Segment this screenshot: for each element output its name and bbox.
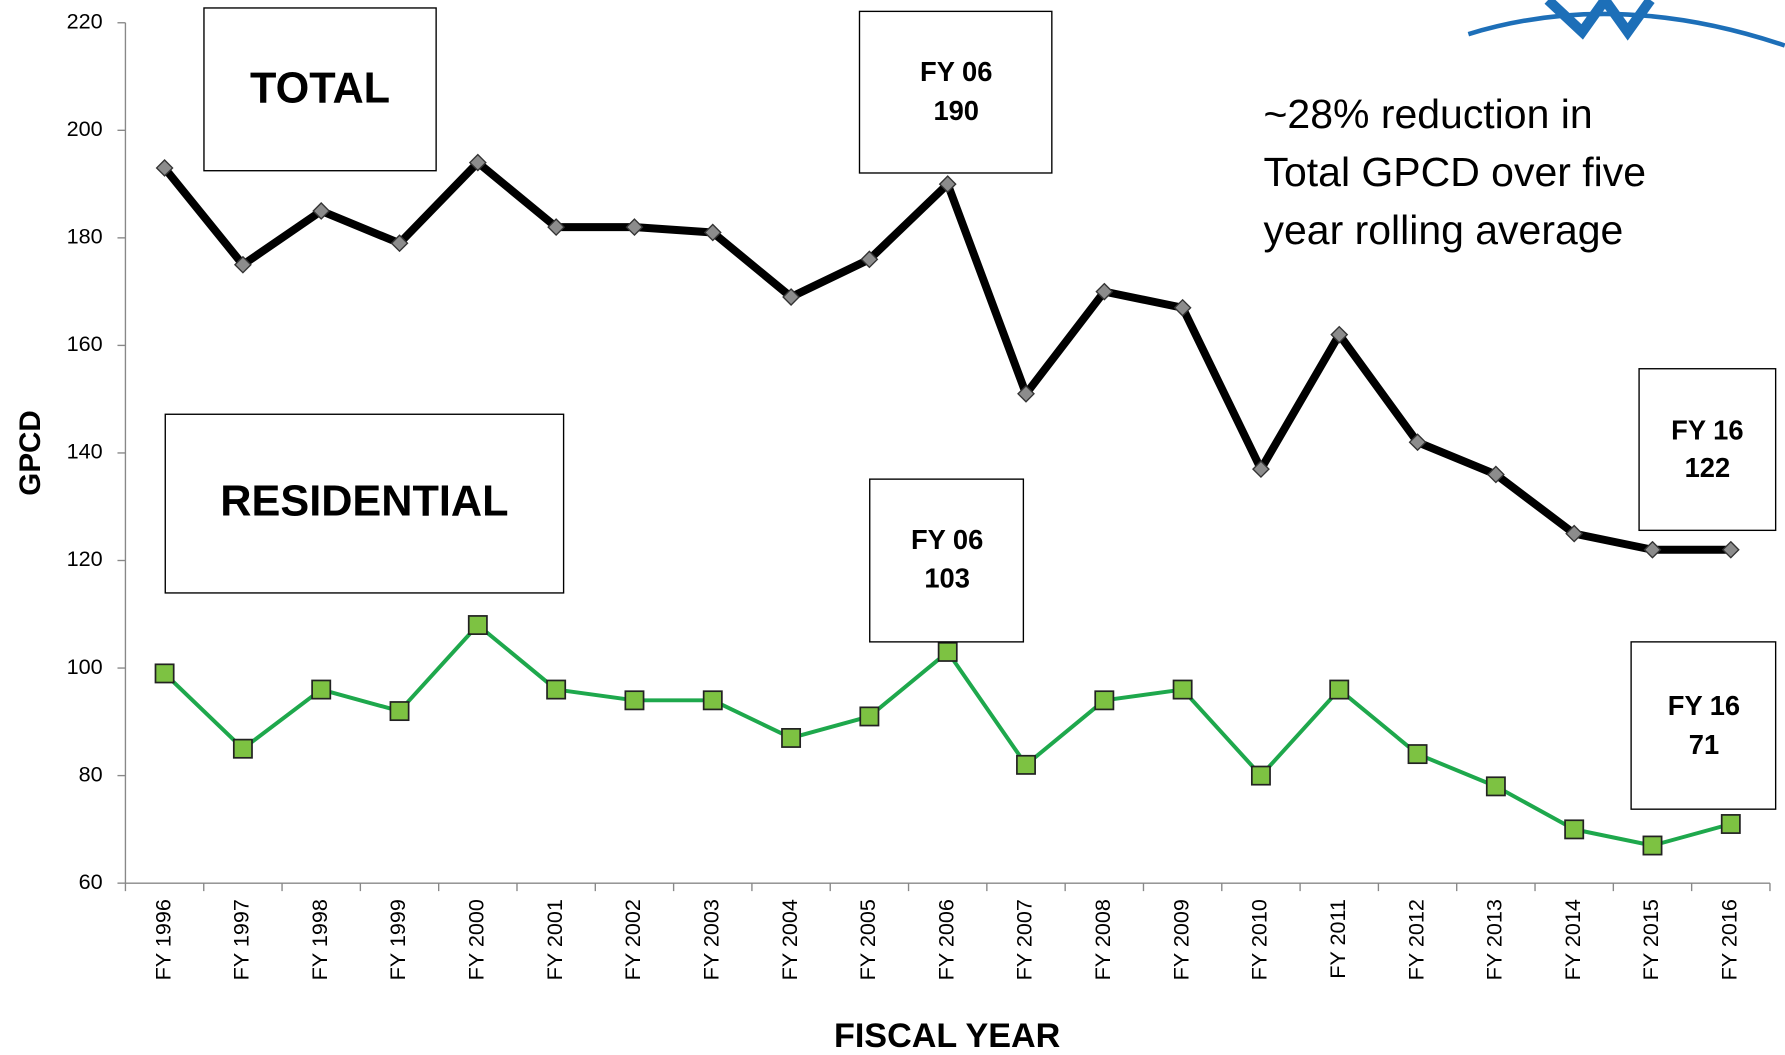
annotation: Total GPCD over five bbox=[1264, 149, 1647, 195]
point-marker bbox=[624, 690, 645, 711]
callout-value: 190 bbox=[933, 95, 979, 126]
callout-box bbox=[1630, 641, 1777, 810]
x-tick-label: FY 2011 bbox=[1325, 899, 1350, 979]
series-label-box bbox=[203, 7, 437, 172]
point-marker bbox=[547, 218, 566, 237]
point-marker bbox=[1565, 524, 1584, 543]
series-label: RESIDENTIAL bbox=[220, 478, 508, 526]
y-tick-label: 60 bbox=[79, 869, 103, 894]
y-tick-label: 180 bbox=[67, 224, 103, 249]
point-marker bbox=[1016, 754, 1036, 775]
point-marker bbox=[937, 641, 958, 662]
callout-value: 71 bbox=[1689, 729, 1719, 760]
x-tick-label: FY 2015 bbox=[1638, 899, 1663, 980]
point-marker bbox=[703, 223, 722, 242]
annotation: ~28% reduction in bbox=[1264, 91, 1593, 137]
point-marker bbox=[232, 738, 253, 759]
point-marker bbox=[1173, 298, 1192, 317]
point-marker bbox=[154, 663, 175, 684]
point-marker bbox=[938, 175, 957, 194]
x-tick-label: FY 1997 bbox=[229, 899, 254, 980]
x-tick-label: FY 2003 bbox=[698, 899, 723, 980]
x-tick-label: FY 1998 bbox=[307, 899, 332, 980]
point-marker bbox=[389, 701, 410, 722]
series-label: TOTAL bbox=[250, 64, 390, 112]
x-axis-title: FISCAL YEAR bbox=[834, 1017, 1060, 1055]
point-marker bbox=[1095, 282, 1114, 301]
y-tick-label: 220 bbox=[67, 8, 103, 33]
point-marker bbox=[1720, 814, 1741, 834]
point-marker bbox=[467, 615, 488, 635]
callout-box bbox=[1638, 368, 1777, 532]
point-marker bbox=[1721, 540, 1740, 559]
x-tick-label: FY 2000 bbox=[464, 899, 489, 980]
x-tick-label: FY 2004 bbox=[777, 899, 802, 980]
x-tick-label: FY 2006 bbox=[933, 899, 958, 980]
point-marker bbox=[1330, 325, 1349, 344]
x-tick-label: FY 2014 bbox=[1560, 899, 1585, 980]
y-tick-label: 200 bbox=[67, 116, 103, 141]
x-tick-label: FY 2010 bbox=[1247, 899, 1272, 980]
point-marker bbox=[155, 159, 174, 177]
point-marker bbox=[782, 288, 801, 306]
x-tick-label: FY 2016 bbox=[1717, 899, 1742, 980]
point-marker bbox=[1485, 776, 1506, 797]
point-marker bbox=[546, 679, 567, 700]
point-marker bbox=[859, 706, 880, 727]
y-axis-title: GPCD bbox=[14, 410, 47, 495]
x-tick-label: FY 2013 bbox=[1482, 899, 1507, 980]
point-marker bbox=[1407, 744, 1428, 765]
callout-box bbox=[869, 478, 1025, 643]
point-marker bbox=[1017, 384, 1035, 403]
point-marker bbox=[1329, 679, 1350, 700]
x-tick-label: FY 1999 bbox=[385, 899, 410, 980]
x-tick-label: FY 2007 bbox=[1012, 899, 1037, 980]
x-tick-label: FY 2008 bbox=[1090, 899, 1115, 980]
callout-box bbox=[858, 10, 1053, 174]
point-marker bbox=[625, 218, 644, 237]
callout-label: FY 16 bbox=[1668, 690, 1740, 721]
plot-area: 60 80 100 120 140 160 180 200 220 FY 1996 FY 1997 F… bbox=[67, 8, 1771, 980]
x-tick-label: FY 2001 bbox=[542, 899, 567, 980]
callout-value: 103 bbox=[924, 563, 970, 594]
point-marker bbox=[1094, 690, 1115, 711]
point-marker bbox=[468, 153, 487, 172]
x-tick-label: FY 2009 bbox=[1168, 899, 1193, 980]
callout-label: FY 06 bbox=[911, 524, 983, 555]
point-marker bbox=[1564, 819, 1585, 840]
x-tick-label: FY 2002 bbox=[620, 899, 645, 980]
point-marker bbox=[1252, 460, 1270, 479]
point-marker bbox=[1486, 465, 1505, 484]
logo bbox=[1467, 0, 1785, 48]
callout-value: 122 bbox=[1685, 452, 1731, 483]
callout-label: FY 06 bbox=[920, 56, 992, 87]
point-marker bbox=[860, 250, 879, 269]
point-marker bbox=[781, 728, 802, 748]
point-marker bbox=[311, 679, 332, 700]
point-marker bbox=[390, 234, 409, 253]
y-tick-label: 160 bbox=[67, 331, 103, 356]
y-tick-label: 120 bbox=[67, 546, 103, 571]
point-marker bbox=[1250, 765, 1271, 786]
point-marker bbox=[1642, 835, 1663, 856]
point-marker bbox=[233, 255, 252, 274]
callout-label: FY 16 bbox=[1671, 415, 1743, 446]
point-marker bbox=[1408, 433, 1427, 452]
y-tick-label: 80 bbox=[79, 761, 103, 786]
y-tick-label: 140 bbox=[67, 439, 103, 464]
y-tick-label: 100 bbox=[67, 654, 103, 679]
x-tick-label: FY 2005 bbox=[855, 899, 880, 980]
point-marker bbox=[1172, 679, 1193, 700]
point-marker bbox=[312, 202, 331, 220]
point-marker bbox=[702, 690, 723, 711]
annotation: year rolling average bbox=[1264, 207, 1624, 253]
point-marker bbox=[1643, 540, 1662, 559]
x-tick-label: FY 2012 bbox=[1403, 899, 1428, 980]
series-label-box bbox=[164, 413, 565, 594]
x-tick-label: FY 1996 bbox=[150, 899, 175, 980]
